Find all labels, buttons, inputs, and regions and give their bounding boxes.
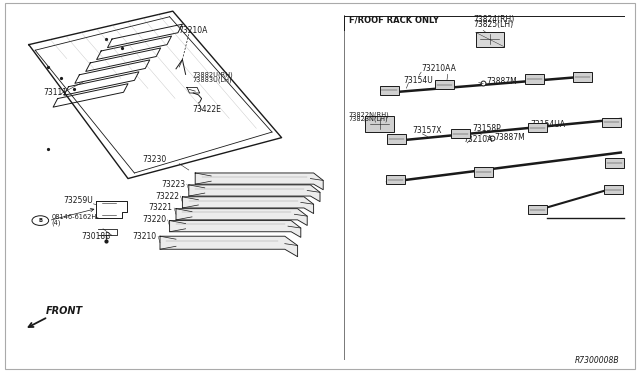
Polygon shape <box>160 236 298 257</box>
Text: 73210A: 73210A <box>178 26 207 35</box>
Text: 73154U: 73154U <box>403 76 433 84</box>
Bar <box>605 158 624 167</box>
Text: 73221: 73221 <box>149 203 173 212</box>
Text: 73825(LH): 73825(LH) <box>474 20 514 29</box>
Text: 73824(RH): 73824(RH) <box>474 15 515 24</box>
Text: B: B <box>38 218 42 223</box>
Text: 73220: 73220 <box>142 215 166 224</box>
Text: 73882U(RH): 73882U(RH) <box>192 71 233 78</box>
Bar <box>380 86 399 95</box>
Text: 73157X: 73157X <box>413 126 442 135</box>
Text: 73887M: 73887M <box>486 77 517 86</box>
Bar <box>474 167 493 176</box>
Polygon shape <box>170 221 301 237</box>
Bar <box>528 123 547 132</box>
Text: F/ROOF RACK ONLY: F/ROOF RACK ONLY <box>349 15 439 24</box>
Text: 73887M: 73887M <box>494 132 525 141</box>
Bar <box>451 129 470 138</box>
Bar <box>602 118 621 127</box>
Text: 73018B: 73018B <box>81 232 111 241</box>
Text: 73210: 73210 <box>132 232 157 241</box>
Text: 73210AA: 73210AA <box>421 64 456 73</box>
Bar <box>573 72 592 81</box>
Polygon shape <box>176 209 307 225</box>
Text: FRONT: FRONT <box>46 306 83 316</box>
Text: 73210A: 73210A <box>463 135 493 144</box>
Text: 73223: 73223 <box>161 180 186 189</box>
Text: 73823N(LH): 73823N(LH) <box>349 116 388 122</box>
Bar <box>476 32 504 46</box>
Bar <box>386 175 405 184</box>
Text: 73883U(LH): 73883U(LH) <box>192 76 232 83</box>
Text: 73222: 73222 <box>155 192 179 201</box>
Text: 73259U: 73259U <box>63 196 93 205</box>
Bar <box>365 116 394 132</box>
Text: (4): (4) <box>51 219 61 226</box>
Polygon shape <box>189 185 320 202</box>
Bar <box>525 74 544 83</box>
Text: 73422E: 73422E <box>192 105 221 114</box>
Text: 73154UA: 73154UA <box>530 120 565 129</box>
Bar <box>604 185 623 194</box>
Text: 73230: 73230 <box>142 155 166 164</box>
Bar <box>435 80 454 89</box>
Text: R7300008B: R7300008B <box>575 356 620 365</box>
Polygon shape <box>182 197 314 214</box>
Bar <box>387 134 406 144</box>
Text: 73158P: 73158P <box>472 124 501 133</box>
Bar <box>528 205 547 214</box>
Text: 08146-6162H-: 08146-6162H- <box>51 214 99 220</box>
Text: 73111: 73111 <box>44 88 68 97</box>
Polygon shape <box>195 173 323 190</box>
Text: 73822N(RH): 73822N(RH) <box>349 111 390 118</box>
